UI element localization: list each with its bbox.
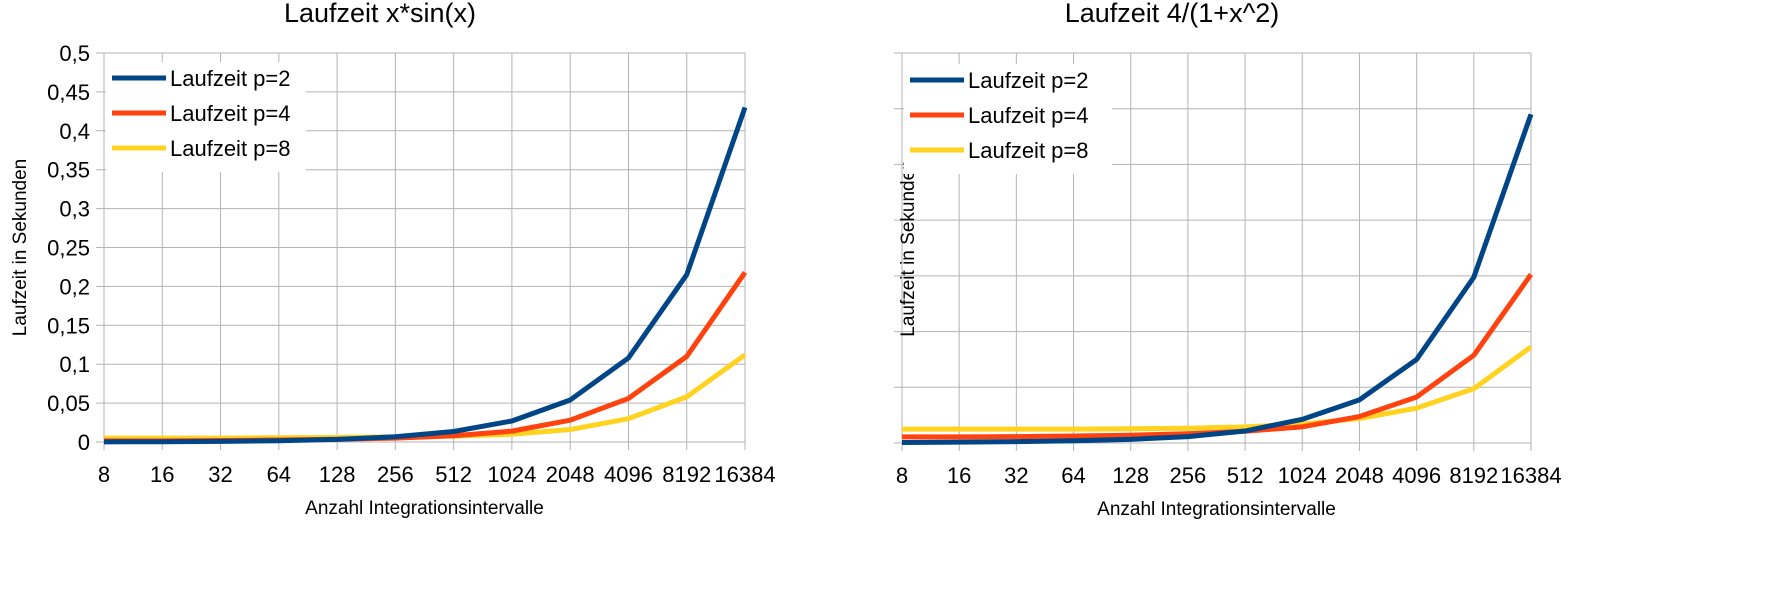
x-tick-label: 2048 bbox=[1335, 463, 1384, 488]
legend-label: Laufzeit p=4 bbox=[968, 103, 1088, 128]
x-tick-label: 16 bbox=[947, 463, 971, 488]
x-tick-label: 64 bbox=[267, 462, 291, 487]
series-line-laufzeit-p-2 bbox=[901, 113, 1534, 445]
x-tick-label: 8192 bbox=[662, 462, 711, 487]
y-tick-label: 0,15 bbox=[47, 313, 90, 338]
legend-label: Laufzeit p=4 bbox=[170, 101, 290, 126]
x-axis-label: Anzahl Integrationsintervalle bbox=[1097, 499, 1336, 520]
x-tick-label: 64 bbox=[1061, 463, 1085, 488]
x-tick-label: 256 bbox=[377, 462, 414, 487]
x-tick-label: 4096 bbox=[604, 462, 653, 487]
x-tick-label: 8 bbox=[896, 463, 908, 488]
x-tick-label: 128 bbox=[319, 462, 356, 487]
y-tick-label: 0 bbox=[78, 430, 90, 455]
chart-title: Laufzeit 4/(1+x^2) bbox=[1065, 0, 1280, 28]
y-tick-label: 0,1 bbox=[59, 352, 90, 377]
y-tick-label: 0,2 bbox=[59, 274, 90, 299]
y-tick-label: 0,3 bbox=[59, 197, 90, 222]
y-axis-label: Laufzeit in Sekunden bbox=[898, 159, 919, 336]
y-tick-label: 0,45 bbox=[47, 80, 90, 105]
x-tick-label: 32 bbox=[1004, 463, 1028, 488]
x-tick-label: 512 bbox=[435, 462, 472, 487]
series-line-laufzeit-p-2 bbox=[103, 106, 748, 445]
chart-svg-right: Laufzeit 4/(1+x^2)00,020,040,060,080,10,… bbox=[845, 0, 1561, 520]
legend-label: Laufzeit p=2 bbox=[170, 66, 290, 91]
series-line-laufzeit-p-8 bbox=[902, 344, 1533, 432]
y-tick-label: 0,35 bbox=[47, 158, 90, 183]
chart-laufzeit-4-over-1-plus-x2: Laufzeit 4/(1+x^2)00,020,040,060,080,10,… bbox=[845, 0, 1778, 597]
y-axis-label: Laufzeit in Sekunden bbox=[10, 159, 31, 336]
legend-label: Laufzeit p=8 bbox=[968, 138, 1088, 163]
x-tick-label: 2048 bbox=[546, 462, 595, 487]
y-tick-label: 0,25 bbox=[47, 236, 90, 261]
x-tick-label: 128 bbox=[1112, 463, 1149, 488]
x-tick-label: 8 bbox=[98, 462, 110, 487]
x-tick-label: 256 bbox=[1170, 463, 1207, 488]
x-tick-label: 1024 bbox=[487, 462, 536, 487]
series-line-laufzeit-p-4 bbox=[104, 270, 748, 444]
x-tick-label: 4096 bbox=[1392, 463, 1441, 488]
series-line-laufzeit-p-4 bbox=[902, 273, 1534, 440]
chart-title: Laufzeit x*sin(x) bbox=[284, 0, 476, 28]
legend-label: Laufzeit p=8 bbox=[170, 136, 290, 161]
series-line-laufzeit-p-8 bbox=[104, 352, 747, 441]
y-tick-label: 0,4 bbox=[59, 119, 90, 144]
x-tick-label: 32 bbox=[208, 462, 232, 487]
x-tick-label: 512 bbox=[1227, 463, 1264, 488]
x-tick-label: 8192 bbox=[1449, 463, 1498, 488]
chart-laufzeit-xsinx: Laufzeit x*sin(x) 0 0,05 0,1 0,15 0,2 0,25 0,3 0… bbox=[0, 0, 889, 597]
legend-label: Laufzeit p=2 bbox=[968, 68, 1088, 93]
x-tick-label: 16384 bbox=[714, 462, 775, 487]
x-tick-label: 1024 bbox=[1278, 463, 1327, 488]
x-tick-label: 16384 bbox=[1500, 463, 1561, 488]
y-tick-label: 0,5 bbox=[59, 41, 90, 66]
x-axis-label: Anzahl Integrationsintervalle bbox=[305, 498, 544, 519]
x-tick-label: 16 bbox=[150, 462, 174, 487]
y-tick-label: 0,05 bbox=[47, 391, 90, 416]
chart-svg-left: Laufzeit x*sin(x) 0 0,05 0,1 0,15 0,2 0,25 0,3 0… bbox=[10, 0, 776, 519]
